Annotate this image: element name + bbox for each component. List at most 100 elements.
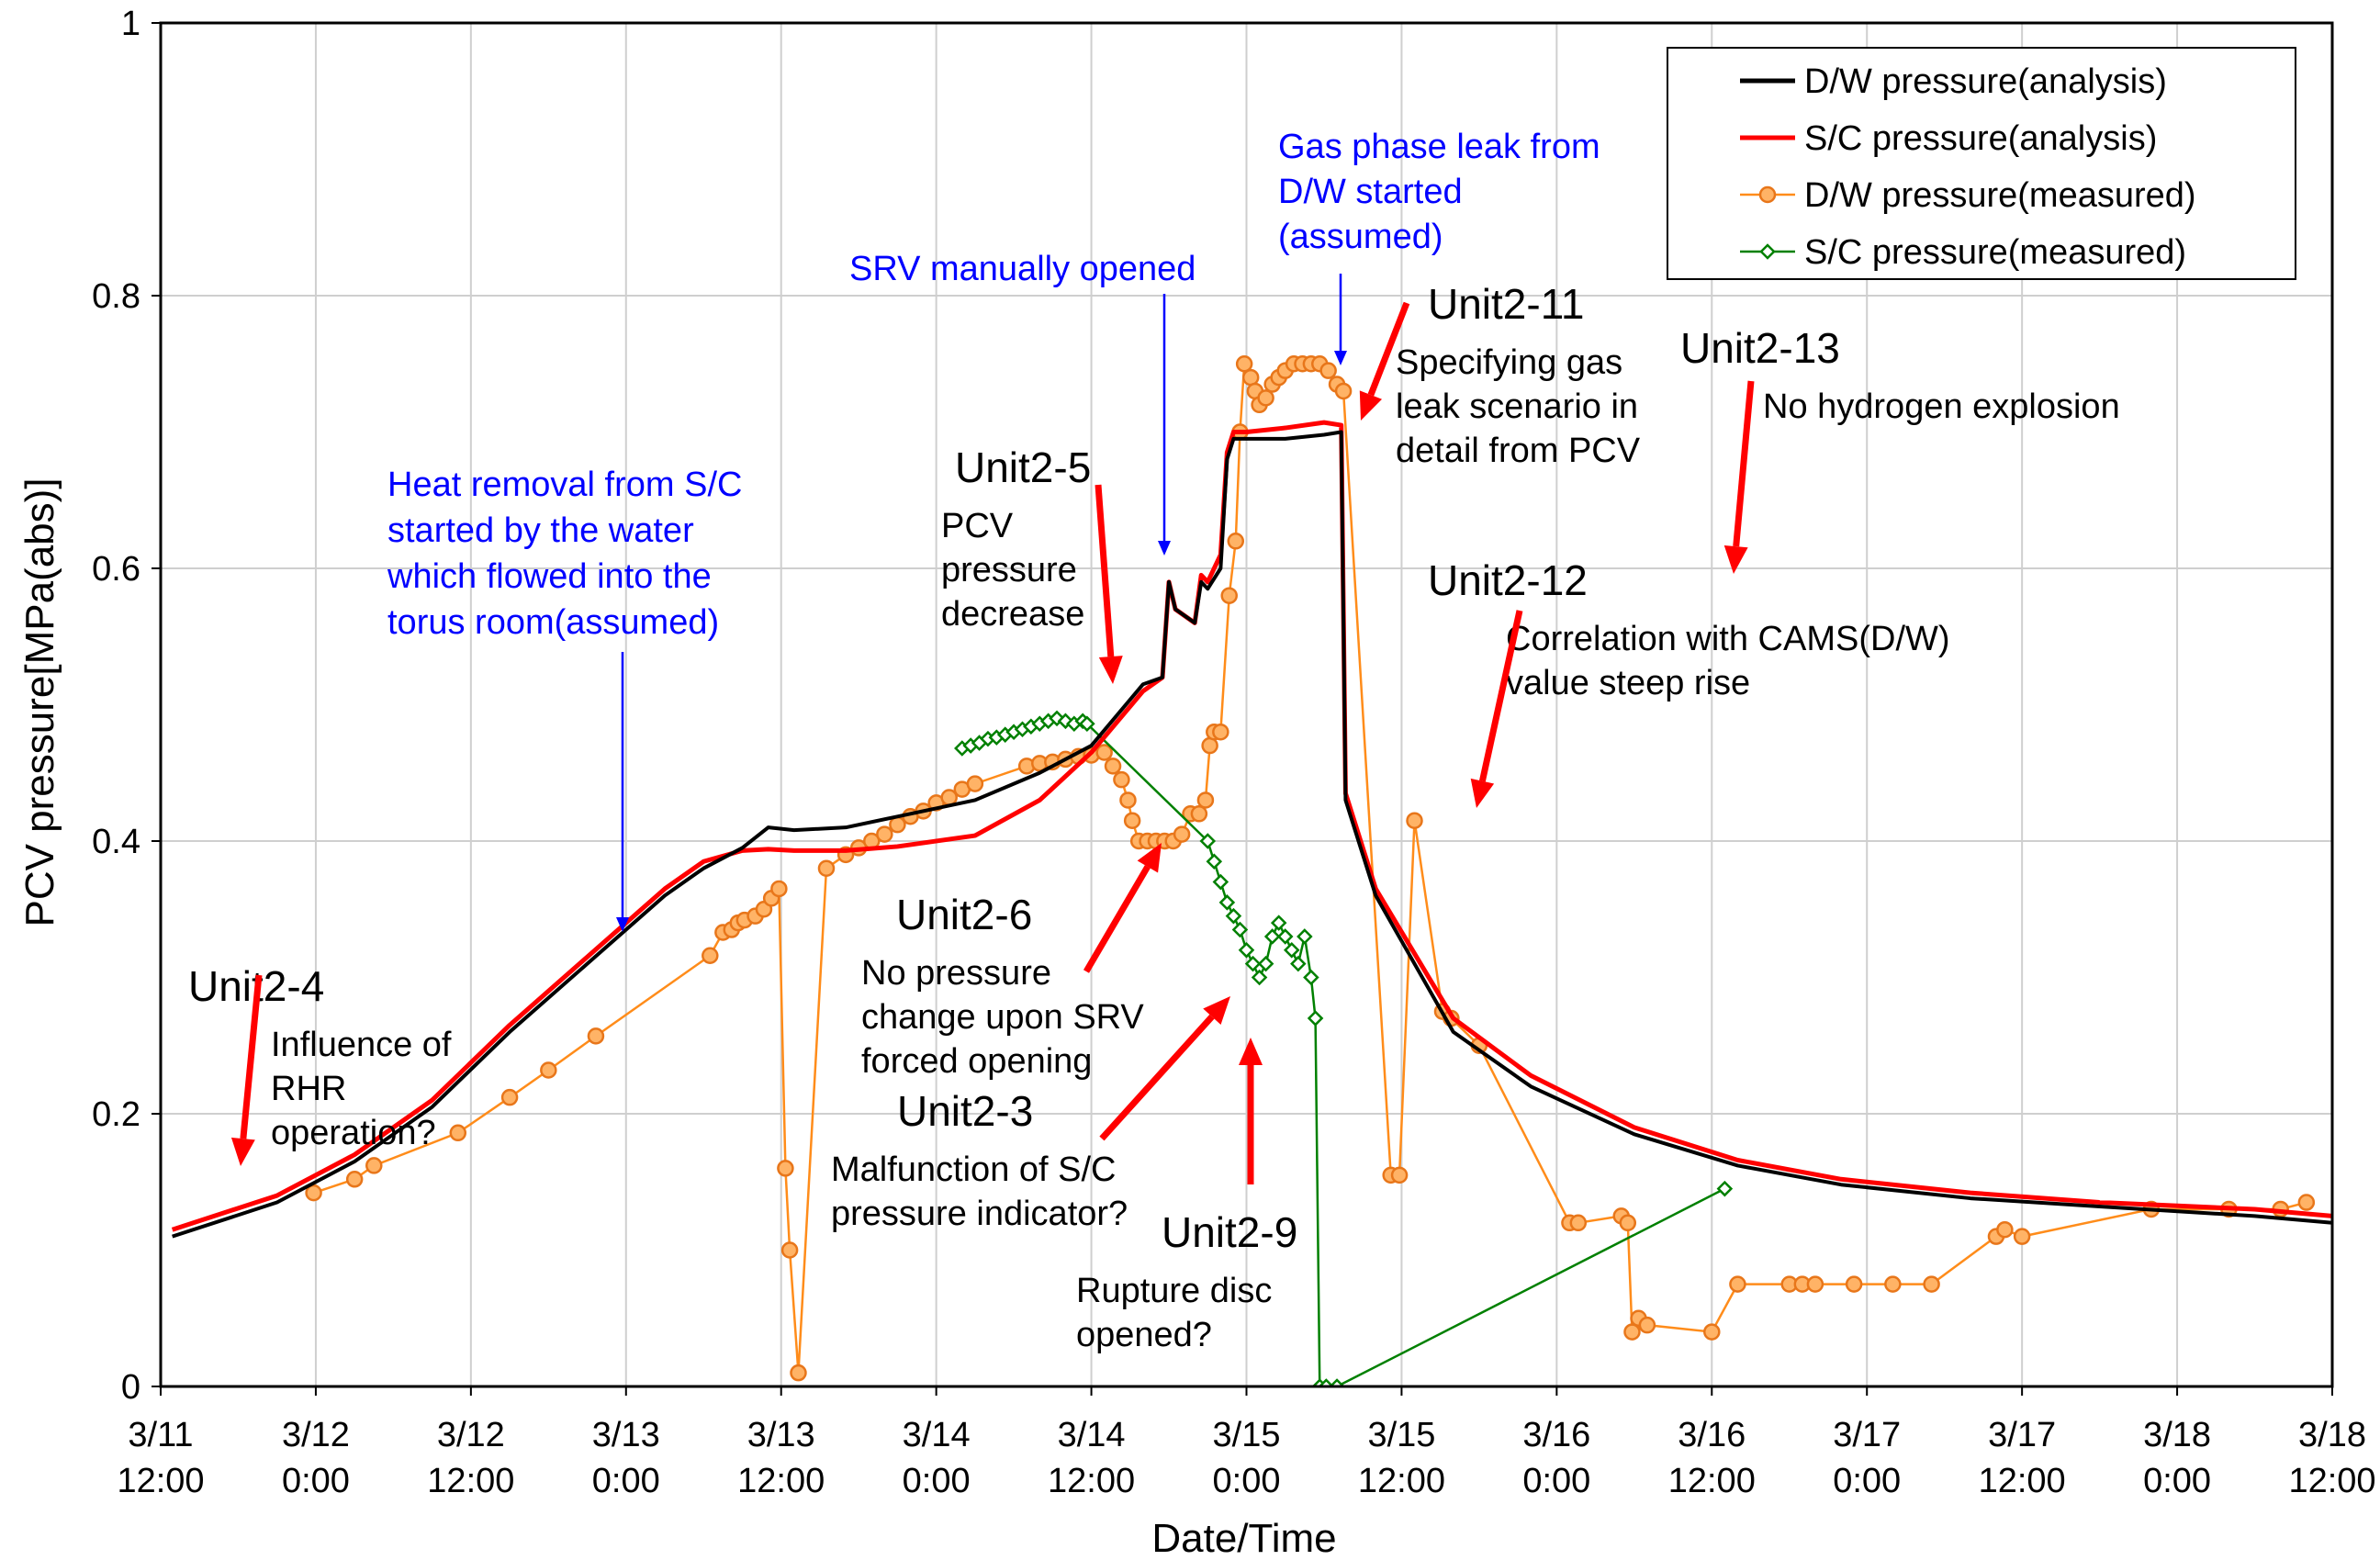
- x-tick-label-time: 0:00: [1833, 1462, 1901, 1500]
- series-s-c-pressure-measured-: [954, 710, 1734, 1386]
- data-point-dw-measured: [876, 825, 893, 843]
- data-point-sc-measured: [1257, 955, 1274, 972]
- data-point-dw-measured: [777, 1160, 794, 1177]
- data-point-dw-measured: [1806, 1275, 1824, 1293]
- data-point-sc-measured: [1276, 928, 1294, 945]
- x-tick-label-time: 12:00: [2288, 1462, 2375, 1500]
- x-tick-label-date: 3/15: [1367, 1416, 1435, 1454]
- data-point-sc-measured: [1206, 853, 1223, 870]
- data-point-sc-measured: [1231, 921, 1249, 938]
- data-point-dw-measured: [1845, 1275, 1863, 1293]
- annotation-text: started by the water: [387, 511, 694, 550]
- data-point-dw-measured: [1703, 1323, 1721, 1341]
- x-tick-label-time: 12:00: [1358, 1462, 1445, 1500]
- red-arrow-head: [1203, 996, 1230, 1025]
- annotations: Unit2-4Influence ofRHRoperation?Unit2-5P…: [188, 128, 2120, 1354]
- data-point-sc-measured: [1297, 928, 1313, 945]
- annotation-text: Specifying gas: [1396, 343, 1622, 382]
- data-point-dw-measured: [449, 1124, 467, 1142]
- x-tick-label-time: 0:00: [592, 1462, 660, 1500]
- data-point-sc-measured: [1218, 894, 1236, 911]
- legend-item: S/C pressure(analysis): [1740, 119, 2157, 158]
- data-point-sc-measured: [1716, 1180, 1734, 1197]
- data-point-dw-measured: [2297, 1194, 2316, 1211]
- annotation-text: decrease: [941, 595, 1084, 634]
- x-tick-label-time: 0:00: [282, 1462, 350, 1500]
- x-tick-label-time: 12:00: [1979, 1462, 2066, 1500]
- data-point-sc-measured: [1270, 915, 1287, 931]
- annotation-unit2-12: Unit2-12 Correlation with CAMS(D/W) value …: [1428, 556, 1950, 702]
- annotation-text: forced opening: [861, 1042, 1092, 1081]
- data-point-sc-measured: [1307, 1010, 1324, 1027]
- legend-label: S/C pressure(analysis): [1804, 119, 2157, 158]
- y-tick-label: 0.4: [92, 823, 140, 861]
- annotation-unit2-13: Unit2-13 No hydrogen explosion: [1680, 324, 2120, 426]
- red-arrow-shaft: [1733, 380, 1755, 547]
- data-point-dw-measured: [1257, 389, 1274, 407]
- data-point-dw-measured: [1095, 744, 1113, 761]
- y-axis-title: PCV pressure[MPa(abs)]: [17, 477, 62, 926]
- x-tick-label-date: 3/17: [1833, 1416, 1901, 1454]
- data-point-sc-measured: [1225, 907, 1242, 925]
- annotation-text: Correlation with CAMS(D/W): [1506, 620, 1950, 658]
- red-arrow-shaft: [240, 974, 263, 1139]
- annotation-title: Unit2-13: [1680, 324, 1840, 372]
- annotation-text: detail from PCV: [1396, 432, 1641, 470]
- annotation-text: No hydrogen explosion: [1763, 387, 2120, 426]
- annotation-title: Unit2-12: [1428, 556, 1588, 604]
- red-arrow-head: [230, 1137, 255, 1166]
- annotation-title: Unit2-9: [1162, 1208, 1297, 1256]
- annotation-text: torus room(assumed): [387, 603, 719, 642]
- x-tick-label-date: 3/12: [437, 1416, 505, 1454]
- y-tick-label: 0.8: [92, 277, 140, 316]
- data-point-dw-measured: [1319, 362, 1337, 379]
- red-arrow-shaft: [1095, 484, 1115, 657]
- annotation-text: which flowed into the: [387, 557, 712, 596]
- red-arrow-shaft: [1083, 865, 1151, 973]
- data-point-sc-measured: [1251, 969, 1268, 986]
- data-point-sc-measured: [1329, 1378, 1345, 1386]
- x-tick-label-date: 3/14: [903, 1416, 971, 1454]
- annotation-text: pressure: [941, 551, 1077, 589]
- data-point-dw-measured: [1123, 812, 1141, 829]
- legend-item: D/W pressure(analysis): [1740, 62, 2167, 101]
- data-point-dw-measured: [1334, 382, 1353, 400]
- annotation-text: operation?: [271, 1114, 436, 1152]
- red-arrow-head: [1137, 843, 1162, 873]
- red-arrow-head: [1470, 778, 1495, 808]
- x-tick-label-time: 0:00: [1213, 1462, 1281, 1500]
- legend-item: D/W pressure(measured): [1740, 176, 2196, 215]
- annotation-gas-leak: Gas phase leak from D/W started (assumed): [1278, 128, 1600, 256]
- data-point-dw-measured: [1884, 1275, 1902, 1293]
- y-tick-label: 0.2: [92, 1095, 140, 1134]
- x-tick-label-date: 3/11: [128, 1416, 193, 1454]
- data-point-dw-measured: [1406, 812, 1423, 829]
- annotation-text: value steep rise: [1506, 664, 1750, 702]
- data-point-sc-measured: [1079, 715, 1095, 733]
- data-point-dw-measured: [770, 880, 788, 898]
- legend-box: [1667, 47, 2296, 280]
- annotation-text: Malfunction of S/C: [831, 1150, 1116, 1189]
- blue-arrow-head: [1158, 541, 1171, 556]
- x-tick-label-time: 12:00: [737, 1462, 825, 1500]
- x-tick-label-date: 3/16: [1522, 1416, 1590, 1454]
- annotation-text: SRV manually opened: [849, 250, 1196, 288]
- legend-label: S/C pressure(measured): [1804, 233, 2186, 272]
- data-point-dw-measured: [1569, 1214, 1588, 1232]
- annotation-text: Heat removal from S/C: [387, 466, 742, 504]
- data-point-dw-measured: [305, 1184, 322, 1202]
- annotation-title: Unit2-6: [896, 891, 1032, 938]
- x-tick-label-time: 0:00: [2143, 1462, 2211, 1500]
- data-point-dw-measured: [1113, 770, 1130, 789]
- data-point-dw-measured: [1212, 723, 1229, 741]
- data-point-sc-measured: [1212, 873, 1229, 891]
- annotation-text: leak scenario in: [1396, 387, 1638, 426]
- x-tick-label-date: 3/18: [2298, 1416, 2366, 1454]
- red-arrow-head: [1239, 1038, 1263, 1065]
- annotation-text: Rupture disc: [1076, 1272, 1272, 1310]
- x-tick-label-date: 3/12: [282, 1416, 350, 1454]
- x-tick-label-date: 3/15: [1213, 1416, 1281, 1454]
- data-point-dw-measured: [1638, 1316, 1656, 1334]
